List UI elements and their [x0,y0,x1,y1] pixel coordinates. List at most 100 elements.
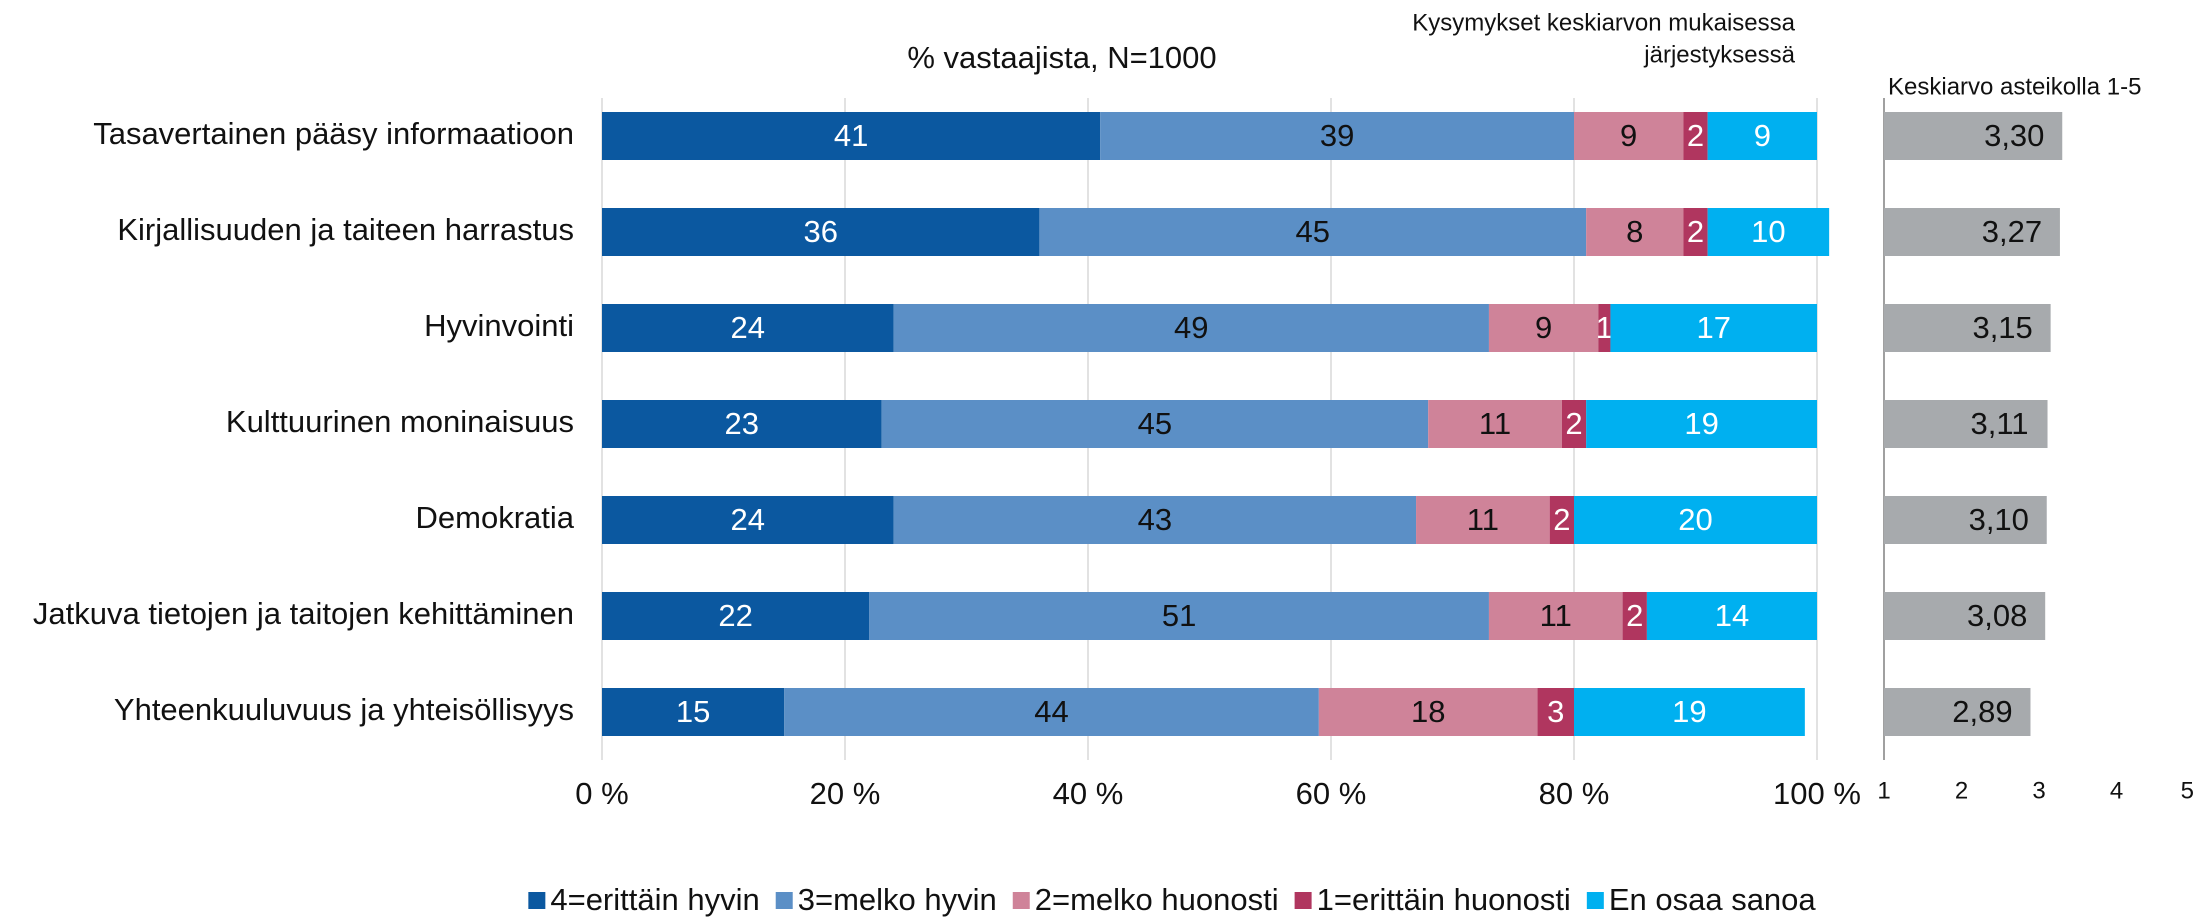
y-tick-label: Kulttuurinen moninaisuus [226,404,574,439]
bar-segment [893,496,1417,544]
bar-segment [1683,112,1708,160]
legend-swatch [528,892,546,909]
legend-label: 1=erittäin huonosti [1317,882,1571,917]
bar-segment [1610,304,1817,352]
bar-segment [602,688,785,736]
data-label: 15 [676,694,710,729]
bar-segment [1586,208,1684,256]
data-label: 8 [1626,214,1643,249]
bar-segment [1488,592,1623,640]
data-label: 2 [1553,502,1570,537]
chart-title: Keskiarvo asteikolla 1-5 [1888,73,2141,100]
y-tick-label: Demokratia [416,500,575,535]
chart-subtitle: järjestyksessä [1643,41,1795,68]
data-label: 36 [803,214,837,249]
bar-segment [1574,112,1684,160]
data-label: 22 [718,598,752,633]
legend: 4=erittäin hyvin 3=melko hyvin 2=melko huo… [528,882,1816,917]
data-label: 3 [1547,694,1564,729]
bar-segment [784,688,1319,736]
legend-swatch [1294,892,1312,909]
bar-segment [1416,496,1550,544]
y-tick-label: Tasavertainen pääsy informaatioon [93,116,574,151]
bar-segment [1537,688,1574,736]
data-label: 24 [731,310,765,345]
bar [1884,592,2046,640]
data-label: 3,10 [1969,502,2029,537]
bar-segment [1549,496,1574,544]
data-label: 2 [1626,598,1643,633]
bar-segment [1683,208,1708,256]
bar-segment [602,496,894,544]
bar-segment [602,304,894,352]
bar-segment [1707,112,1817,160]
data-label: 19 [1684,406,1718,441]
data-label: 11 [1479,406,1511,441]
data-label: 45 [1138,406,1172,441]
legend-swatch [1586,892,1604,909]
bar-segment [881,400,1429,448]
x-tick-label: 3 [2032,777,2045,804]
data-label: 1 [1596,310,1613,345]
chart-title: % vastaajista, N=1000 [907,40,1216,75]
bar-segment [1318,688,1538,736]
data-label: 43 [1138,502,1172,537]
bar-segment [1561,400,1587,448]
data-label: 49 [1174,310,1208,345]
x-tick-label: 4 [2110,777,2123,804]
data-label: 11 [1467,502,1499,537]
data-label: 9 [1754,118,1771,153]
bar-segment [1488,304,1599,352]
bar-segment [1622,592,1647,640]
y-tick-label: Kirjallisuuden ja taiteen harrastus [117,212,574,247]
data-label: 9 [1535,310,1552,345]
bar-segment [1574,496,1817,544]
data-label: 14 [1715,598,1749,633]
bar-segment [1039,208,1587,256]
x-tick-label: 5 [2181,777,2194,804]
data-label: 2 [1687,118,1704,153]
data-label: 9 [1620,118,1637,153]
data-label: 51 [1162,598,1196,633]
bar-segment [869,592,1489,640]
bar-segment [1574,688,1805,736]
x-tick-label: 20 % [810,776,881,811]
legend-label: 3=melko hyvin [798,882,997,917]
bar-segment [1598,304,1611,352]
data-label: 41 [834,118,868,153]
data-label: 11 [1540,598,1572,633]
data-label: 19 [1672,694,1706,729]
data-label: 20 [1678,502,1712,537]
data-label: 3,30 [1984,118,2044,153]
y-tick-label: Yhteenkuuluvuus ja yhteisöllisyys [114,692,574,727]
bar-segment [1428,400,1562,448]
bar-segment [893,304,1489,352]
bar [1884,496,2047,544]
legend-label: 2=melko huonosti [1035,882,1279,917]
bar-segment [602,208,1040,256]
x-tick-label: 80 % [1539,776,1610,811]
legend-swatch [1012,892,1030,909]
y-tick-label: Jatkuva tietojen ja taitojen kehittämine… [33,596,574,631]
data-label: 2 [1565,406,1582,441]
legend-swatch [775,892,793,909]
x-tick-label: 40 % [1053,776,1124,811]
data-label: 44 [1034,694,1068,729]
data-label: 23 [724,406,758,441]
bar-segment [1707,208,1830,256]
bar [1884,112,2063,160]
bar [1884,304,2051,352]
bar [1884,400,2048,448]
bar [1884,688,2031,736]
bar-segment [602,112,1101,160]
data-label: 3,11 [1971,406,2029,441]
bar-segment [1100,112,1574,160]
x-tick-label: 0 % [575,776,628,811]
data-label: 18 [1411,694,1445,729]
bar-segment [1586,400,1817,448]
bar-segment [1646,592,1817,640]
data-label: 39 [1320,118,1354,153]
x-tick-label: 100 % [1773,776,1861,811]
chart-subtitle: Kysymykset keskiarvon mukaisessa [1412,9,1795,36]
